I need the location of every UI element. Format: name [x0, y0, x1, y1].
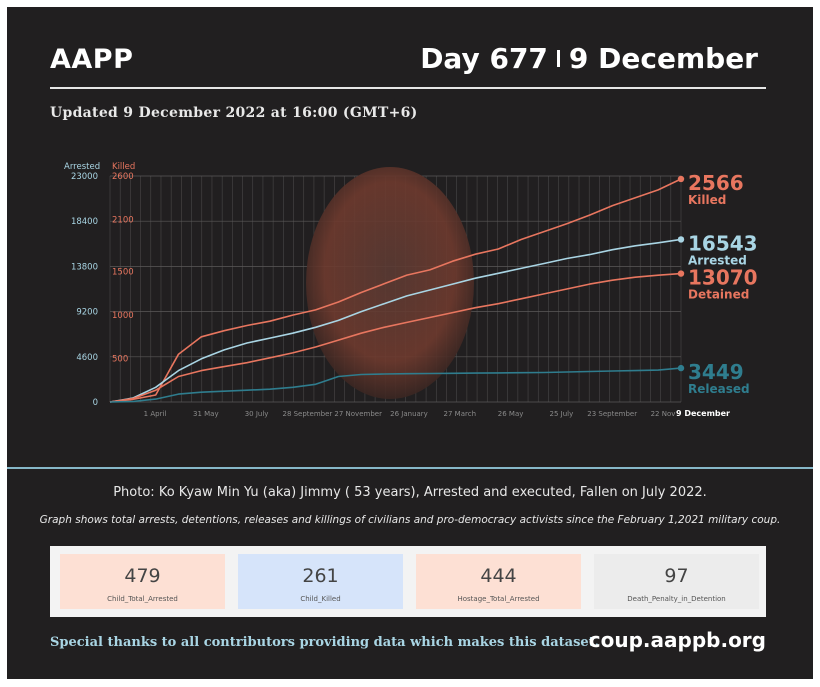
portrait-photo: [306, 167, 474, 399]
x-tick-label: 23 September: [587, 410, 637, 418]
site-link[interactable]: coup.aappb.org: [588, 628, 766, 652]
series-name-detained: Detained: [688, 288, 749, 302]
x-tick-label: 27 March: [444, 410, 476, 418]
series-end-dot-detained: [677, 270, 685, 277]
graph-note: Graph shows total arrests, detentions, r…: [39, 514, 781, 526]
line-chart: 23000 18400 13800 9200 4600 0 2600 2100 1500 1000…: [64, 162, 758, 418]
stat-value: 97: [664, 565, 689, 587]
day-date: 9 December: [568, 42, 758, 75]
series-line-released: [109, 367, 682, 403]
header-divider: [50, 87, 766, 89]
photo-caption: Photo: Ko Kyaw Min Yu (aka) Jimmy ( 53 y…: [113, 485, 707, 500]
left-tick-label: 9200: [76, 308, 98, 318]
stat-card-death-penalty: 97 Death_Penalty_in_Detention: [594, 554, 759, 609]
org-title: AAPP: [50, 44, 134, 75]
infographic: AAPP Day 677 9 December Updated 9 Decembe…: [7, 7, 813, 679]
series-value-killed: 2566: [688, 171, 744, 195]
series-end-dot-arrested: [677, 236, 685, 243]
right-tick-label: 2100: [112, 215, 134, 225]
x-tick-label: 28 September: [282, 410, 332, 418]
title-separator: [556, 50, 560, 67]
stat-cards: 479 Child_Total_Arrested 261 Child_Kille…: [50, 546, 766, 617]
x-tick-label: 31 May: [193, 410, 219, 418]
x-tick-label: 25 July: [550, 410, 574, 418]
thanks-note: Special thanks to all contributors provi…: [50, 635, 600, 650]
series-name-killed: Killed: [688, 193, 726, 207]
series-name-arrested: Arrested: [688, 253, 747, 267]
series-value-released: 3449: [688, 360, 744, 384]
x-tick-label: 1 April: [144, 410, 167, 418]
right-tick-label: 500: [112, 355, 128, 365]
x-tick-label: 22 Nov: [651, 410, 676, 418]
series-end-dot-released: [677, 364, 685, 372]
right-axis-title: Killed: [112, 162, 135, 172]
series-value-arrested: 16543: [688, 231, 758, 255]
updated-timestamp: Updated 9 December 2022 at 16:00 (GMT+6): [50, 105, 418, 121]
series-value-detained: 13070: [688, 266, 758, 290]
left-axis-title: Arrested: [64, 162, 100, 172]
series-line-arrested: [109, 238, 682, 403]
stat-value: 261: [302, 565, 339, 587]
day-title: Day 677 9 December: [420, 42, 758, 75]
series-end-dot-killed: [677, 175, 685, 183]
stat-card-child-killed: 261 Child_Killed: [238, 554, 403, 609]
right-tick-label: 1000: [112, 311, 134, 321]
x-tick-label: 26 May: [498, 410, 524, 418]
left-tick-label: 23000: [71, 172, 98, 182]
stat-label: Child_Killed: [300, 595, 341, 603]
x-tick-label: 30 July: [245, 410, 269, 418]
section-divider: [7, 467, 813, 469]
stat-card-hostage-total-arrested: 444 Hostage_Total_Arrested: [416, 554, 581, 609]
stat-label: Hostage_Total_Arrested: [457, 595, 540, 603]
left-tick-label: 13800: [71, 262, 98, 272]
x-tick-label: 27 November: [334, 410, 382, 418]
day-count: Day 677: [420, 42, 548, 75]
stat-label: Death_Penalty_in_Detention: [627, 595, 726, 603]
stat-value: 444: [480, 565, 517, 587]
right-tick-label: 2600: [112, 172, 134, 182]
x-tick-label: 26 January: [390, 410, 428, 418]
x-end-label: 9 December: [676, 409, 730, 418]
left-tick-label: 4600: [76, 353, 98, 363]
series-name-released: Released: [688, 382, 750, 396]
stat-label: Child_Total_Arrested: [107, 595, 178, 603]
stat-card-child-total-arrested: 479 Child_Total_Arrested: [60, 554, 225, 609]
series-line-detained: [109, 272, 682, 403]
series-line-killed: [109, 178, 682, 403]
stat-value: 479: [124, 565, 161, 587]
left-tick-label: 18400: [71, 217, 98, 227]
left-tick-label: 0: [93, 398, 98, 408]
right-tick-label: 1500: [112, 268, 134, 278]
